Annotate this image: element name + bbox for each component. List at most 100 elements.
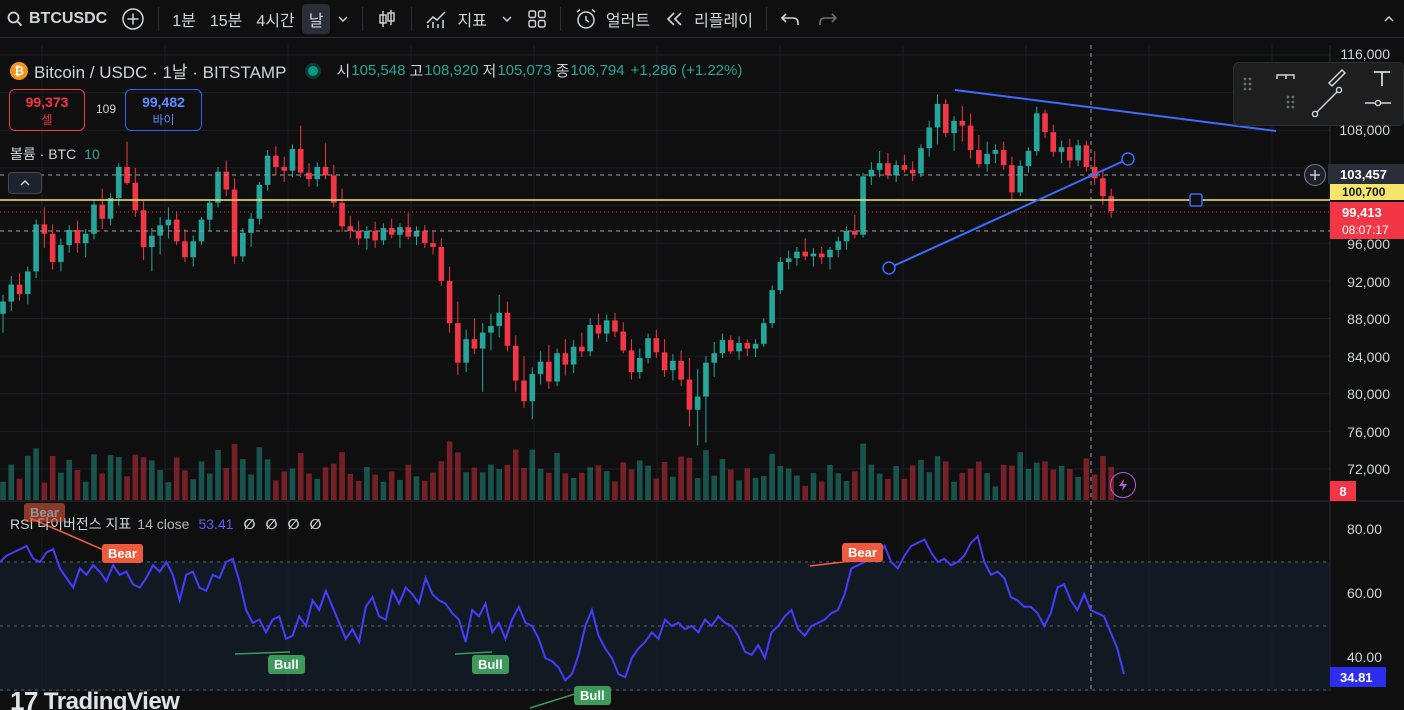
volume-bar <box>107 455 114 500</box>
symbol-line[interactable]: Bitcoin / USDC · 1날 · BITSTAMP <box>34 63 287 82</box>
volume-bar <box>281 471 287 500</box>
volume-bar <box>670 476 676 500</box>
volume-bar <box>388 471 395 500</box>
candle-body <box>570 346 577 365</box>
candle-body <box>289 149 296 171</box>
candle-body <box>736 342 742 352</box>
brush-icon[interactable] <box>1327 68 1347 88</box>
sell-button[interactable]: 99,373 셀 <box>9 89 85 131</box>
market-status-dot[interactable] <box>308 65 319 76</box>
candle-body <box>49 233 56 262</box>
buy-button[interactable]: 99,482 바이 <box>125 89 202 131</box>
alarm-clock-icon <box>576 8 596 29</box>
volume-bar <box>0 481 6 500</box>
chevron-up-icon <box>1384 15 1394 22</box>
chart-legend: ₿ Bitcoin / USDC · 1날 · BITSTAMP 시 105,54… <box>10 58 742 83</box>
candle-body <box>777 262 784 291</box>
collapse-legend-button[interactable] <box>8 172 42 194</box>
volume-bar <box>785 468 792 500</box>
high-value: 108,920 <box>424 62 479 79</box>
volume-bar <box>537 468 544 500</box>
interval-1d[interactable]: 날 <box>301 3 331 34</box>
layouts-button[interactable] <box>520 4 554 34</box>
volume-bar <box>355 480 362 500</box>
undo-button[interactable] <box>773 4 809 34</box>
redo-button[interactable] <box>809 4 845 34</box>
candle-body <box>496 312 502 326</box>
candle-body <box>612 320 618 332</box>
symbol-search[interactable]: BTCUSDC <box>0 4 114 34</box>
trend-line-icon[interactable] <box>1311 86 1343 118</box>
indicators-dropdown[interactable] <box>494 4 520 34</box>
alert-button[interactable]: 얼러트 <box>567 4 657 34</box>
volume-bar <box>918 459 924 500</box>
candle-body <box>1083 145 1090 167</box>
price-axis-label: 84,000 <box>1347 349 1390 365</box>
volume-bar <box>488 464 494 500</box>
volume-bar <box>603 471 610 500</box>
interval-dropdown[interactable] <box>330 4 356 34</box>
candle-body <box>579 346 585 352</box>
candle-body <box>918 148 924 174</box>
high-label: 고 <box>409 63 424 80</box>
horizontal-line-icon[interactable] <box>1365 99 1391 107</box>
replay-button[interactable]: 리플레이 <box>657 4 760 34</box>
tradingview-name: TradingView <box>43 687 180 710</box>
chevron-up-button[interactable] <box>1376 4 1402 34</box>
candle-body <box>413 230 420 237</box>
trendline-handle <box>1121 152 1135 166</box>
divider <box>362 6 364 31</box>
volume-bar <box>512 449 519 500</box>
volume-bar <box>438 461 445 500</box>
volume-bar <box>794 475 800 500</box>
candle-body <box>810 253 817 257</box>
indicators-button[interactable]: 지표 <box>418 4 493 34</box>
candle-body <box>1017 166 1024 193</box>
rsi-value: 53.41 <box>198 516 234 532</box>
volume-bar <box>206 473 213 500</box>
interval-4h[interactable]: 4시간 <box>256 12 295 30</box>
candle-body <box>942 103 949 134</box>
candle-body <box>1091 166 1098 179</box>
volume-bar <box>926 472 933 500</box>
compare-button[interactable] <box>114 4 152 34</box>
alerts-count-tag[interactable]: 8 <box>1330 481 1356 501</box>
volume-legend[interactable]: 볼륨 · BTC 10 <box>10 144 100 164</box>
chart-type-button[interactable] <box>369 4 405 34</box>
lightning-icon[interactable] <box>1110 472 1136 498</box>
volume-bar <box>612 481 618 500</box>
volume-bar <box>331 463 337 500</box>
bear-divergence-label: Bear <box>24 503 65 522</box>
candle-body <box>670 360 676 371</box>
volume-bar <box>752 477 759 500</box>
add-alert-button[interactable] <box>1304 164 1326 186</box>
candle-body <box>876 163 883 170</box>
horizontal-line-price-tag: 100,700 <box>1330 184 1404 200</box>
candle-body <box>0 301 6 314</box>
volume-bar <box>1033 462 1040 500</box>
candle-body <box>827 249 833 258</box>
candle-body <box>686 379 693 410</box>
drag-handle-icon[interactable] <box>1243 77 1295 109</box>
candle-body <box>521 380 527 402</box>
redo-icon <box>819 12 838 25</box>
candle-body <box>992 150 999 154</box>
volume-bar <box>934 456 941 500</box>
interval-15m[interactable]: 15분 <box>209 12 243 30</box>
tradingview-logo[interactable]: 17 TradingView <box>10 686 180 710</box>
divider <box>411 6 413 31</box>
plus-icon <box>1310 170 1320 180</box>
divider <box>559 6 561 31</box>
ruler-icon[interactable] <box>1276 74 1295 79</box>
candle-body <box>25 271 31 294</box>
volume-bar <box>190 479 197 500</box>
candle-body <box>397 227 403 235</box>
volume-bar <box>628 469 635 500</box>
volume-bar <box>223 467 230 500</box>
candle-body <box>661 352 668 371</box>
text-tool-icon[interactable] <box>1374 71 1390 86</box>
interval-1m[interactable]: 1분 <box>172 12 196 30</box>
candle-body <box>149 235 155 247</box>
volume-bar <box>562 473 569 500</box>
